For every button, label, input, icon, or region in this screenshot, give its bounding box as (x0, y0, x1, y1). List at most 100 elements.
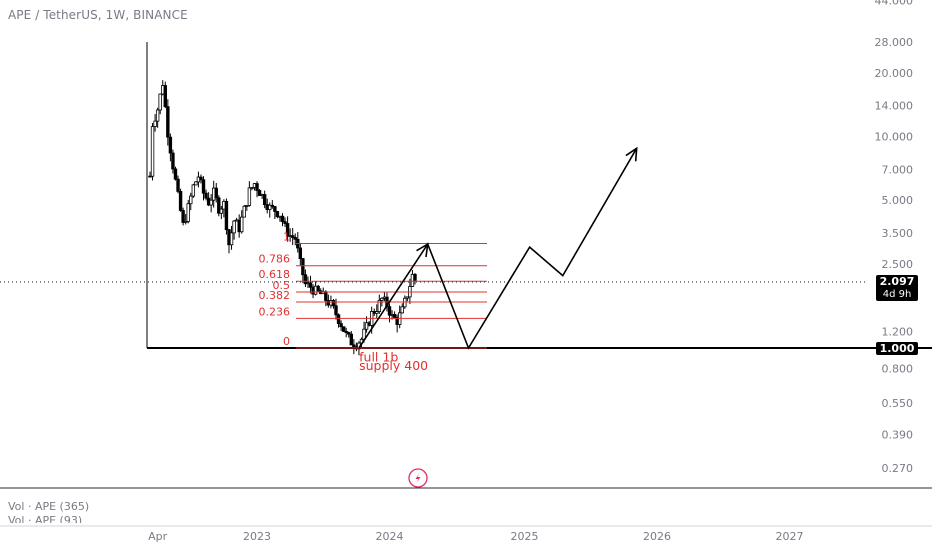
candle-body (217, 197, 221, 214)
candle-body (308, 282, 313, 288)
candle-body (380, 297, 384, 301)
candle-body (163, 85, 167, 108)
candle-body (166, 106, 170, 138)
grid (0, 42, 932, 527)
candle-body (352, 344, 356, 348)
horizontal-line-price-badge: 1.000 (876, 342, 918, 355)
price-tick-label: 0.270 (882, 462, 914, 475)
price-tick-label: 14.000 (875, 100, 914, 113)
candle-body (181, 210, 185, 223)
candle-body (375, 311, 379, 314)
candle-body (387, 306, 392, 316)
price-tick-label: 0.550 (882, 397, 914, 410)
candle-body (247, 187, 252, 206)
price-axis[interactable]: 44.000 28.000 20.000 14.000 10.000 7.000 5.000… (875, 0, 914, 475)
candle-body (224, 200, 229, 231)
note-full-supply: full 1b (359, 350, 398, 365)
candle-body (331, 300, 336, 307)
fib-level-label: 1 (283, 231, 290, 244)
price-tick-label: 1.200 (882, 325, 914, 338)
candle-body (158, 93, 162, 111)
time-tick-label: 2027 (776, 530, 804, 543)
candle-body (341, 326, 346, 332)
price-tick-label: 5.000 (882, 194, 914, 207)
candle-body (270, 204, 275, 207)
candle-body (298, 247, 303, 260)
time-tick-label: 2025 (511, 530, 539, 543)
candle-body (153, 120, 157, 127)
candle-body (349, 333, 353, 346)
volume-legend-secondary: Vol · APE (93) (8, 514, 83, 523)
candle-body (257, 190, 262, 196)
projection-path[interactable] (358, 147, 638, 350)
time-tick-label: 2026 (643, 530, 671, 543)
price-tick-label: 7.000 (882, 163, 914, 176)
candle-body (199, 176, 203, 181)
candle-body (290, 235, 295, 238)
lightning-icon[interactable] (408, 468, 428, 488)
candle-body (283, 221, 287, 224)
bar-countdown: 4d 9h (882, 289, 912, 300)
candle-body (293, 237, 297, 240)
candle-body (168, 136, 173, 154)
price-tick-label: 20.000 (875, 67, 914, 80)
price-tick-label: 0.800 (882, 362, 914, 375)
candle-body (275, 211, 280, 218)
candle-body (285, 223, 290, 237)
price-tick-label: 10.000 (875, 131, 914, 144)
candle-body (324, 291, 328, 301)
candle-body (191, 184, 196, 197)
fib-level-label: 0.5 (273, 279, 291, 292)
price-tick-label: 0.390 (882, 428, 914, 441)
candle-body (250, 187, 254, 189)
candle-body (273, 206, 277, 212)
candle-body (171, 152, 175, 170)
candle-body (316, 285, 320, 292)
candle-body (403, 297, 407, 308)
candle-body (219, 208, 224, 214)
price-tick-label: 44.000 (875, 0, 914, 7)
candle-body (413, 273, 417, 281)
candle-body (301, 258, 305, 276)
candle-body (280, 215, 285, 223)
fib-level-label: 0.786 (259, 253, 291, 266)
candle-body (242, 205, 246, 218)
candle-body (268, 204, 272, 211)
candle-body (336, 314, 341, 324)
fib-level-label: 0 (283, 335, 290, 348)
candle-body (209, 199, 213, 206)
price-tick-label: 2.500 (882, 258, 914, 271)
projection-drawing[interactable] (358, 146, 638, 350)
volume-legend-primary: Vol · APE (365) (8, 500, 90, 513)
price-tick-label: 28.000 (875, 36, 914, 49)
candle-body (229, 232, 234, 246)
candle-body (178, 191, 183, 211)
time-tick-label: 2023 (243, 530, 271, 543)
candle-body (173, 168, 178, 180)
time-axis[interactable]: Apr 2023 2024 2025 2026 2027 (148, 530, 803, 543)
candle-body (255, 183, 259, 191)
candle-body (150, 126, 155, 177)
candle-body (364, 322, 369, 330)
candle-body (204, 192, 208, 199)
candle-body (377, 299, 382, 312)
candle-body (194, 181, 198, 186)
candle-body (262, 194, 267, 206)
fib-level-label: 0.618 (259, 268, 291, 281)
fib-level-label: 0.382 (259, 289, 291, 302)
candle-body (303, 274, 308, 285)
candle-body (186, 203, 190, 222)
candle-body (155, 109, 160, 122)
projection-arrowhead-top (416, 242, 429, 258)
candle-body (405, 296, 410, 299)
candle-body (214, 187, 218, 199)
candle-body (183, 220, 188, 223)
candle-body (339, 323, 343, 328)
fib-level-label: 0.236 (259, 305, 291, 318)
time-tick-label: Apr (148, 530, 168, 543)
candle-body (400, 306, 404, 314)
candle-body (240, 216, 244, 233)
